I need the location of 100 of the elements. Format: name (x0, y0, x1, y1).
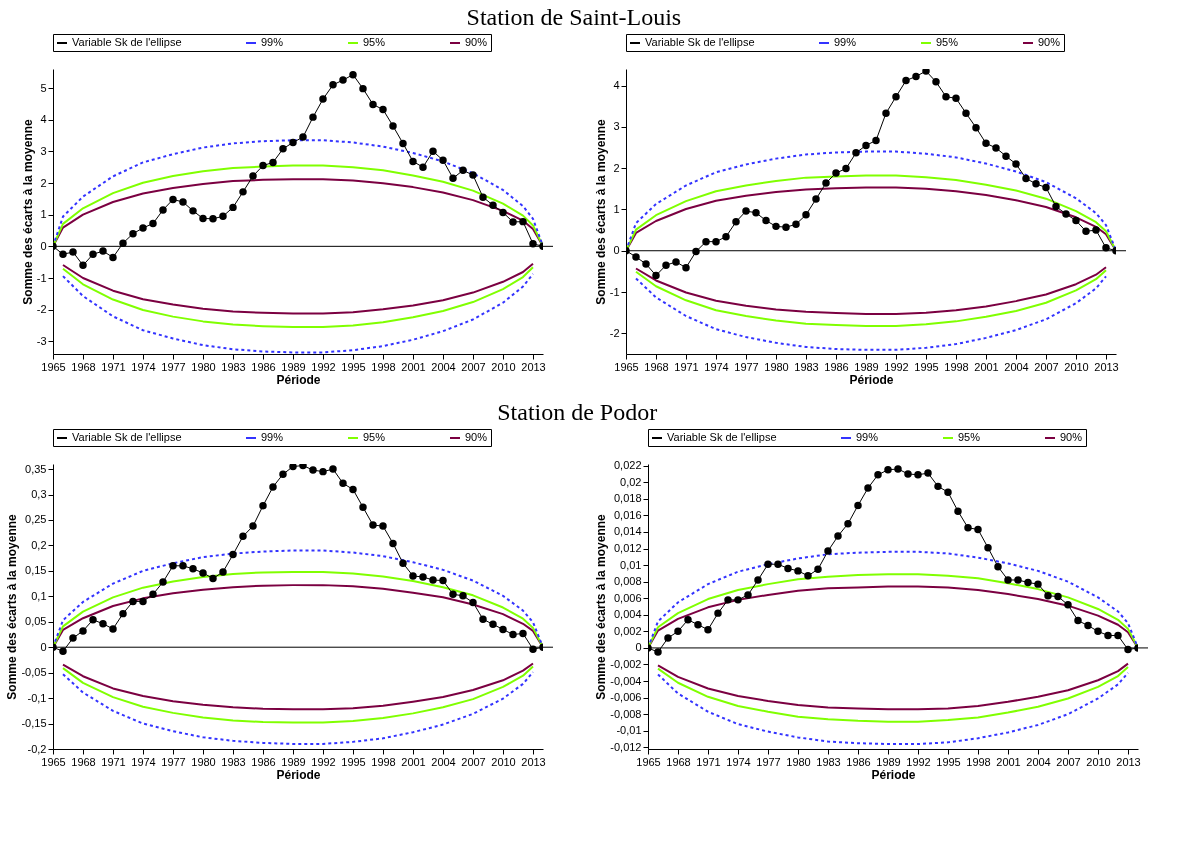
point (1022, 174, 1030, 183)
point (944, 488, 952, 496)
point (69, 634, 77, 642)
legend-label: Variable Sk de l'ellipse (667, 431, 777, 443)
y-tick-label: 5 (40, 81, 47, 94)
legend-label: 99% (261, 36, 284, 48)
point (399, 559, 407, 567)
x-tick-label: 1989 (281, 360, 306, 373)
point (814, 565, 822, 573)
y-tick-label: 2 (40, 176, 47, 189)
point (189, 565, 197, 573)
point (449, 590, 457, 599)
point (664, 634, 672, 642)
point (984, 543, 992, 552)
x-tick-label: 1992 (311, 755, 336, 768)
point (714, 609, 722, 617)
x-tick-label: 1977 (734, 360, 759, 373)
x-axis-title: Période (849, 372, 894, 387)
point (962, 109, 970, 117)
point (209, 574, 217, 583)
point (109, 625, 117, 633)
point (902, 76, 910, 85)
point (682, 263, 690, 272)
point (439, 156, 447, 164)
point (469, 171, 477, 179)
point (169, 195, 177, 204)
y-tick-label: -2 (36, 303, 47, 316)
x-tick-label: 1980 (191, 360, 216, 373)
point (309, 466, 317, 474)
y-tick-label: 0,1 (31, 589, 47, 602)
x-tick-label: 2001 (974, 360, 999, 373)
x-tick-label: 2004 (431, 755, 456, 768)
x-tick-label: 2010 (1086, 755, 1111, 768)
point (129, 597, 137, 606)
point (702, 237, 710, 246)
point (519, 629, 527, 638)
point (469, 598, 477, 607)
point (239, 188, 247, 196)
x-tick-label: 1971 (101, 360, 126, 373)
point (269, 483, 277, 491)
x-tick-label: 1986 (824, 360, 849, 373)
point (722, 232, 730, 241)
point (764, 560, 772, 568)
point (784, 564, 792, 573)
point (772, 222, 780, 231)
x-axis-title: Période (871, 767, 916, 782)
x-tick-label: 1968 (71, 755, 96, 768)
point (299, 133, 307, 141)
point (319, 95, 327, 103)
x-tick-label: 1989 (854, 360, 879, 373)
x-tick-label: 1998 (371, 360, 396, 373)
point (1034, 580, 1042, 588)
point (934, 482, 942, 491)
point (289, 464, 297, 471)
legend-label: 90% (465, 431, 488, 443)
y-tick-label: 0,25 (25, 513, 47, 526)
point (189, 207, 197, 215)
point (489, 620, 497, 629)
point (952, 94, 960, 103)
point (704, 625, 712, 634)
x-tick-label: 1974 (704, 360, 729, 373)
point (1032, 180, 1040, 188)
x-tick-label: 1977 (161, 755, 186, 768)
point (409, 157, 417, 166)
y-tick-label: 0,35 (25, 462, 47, 475)
point (942, 92, 950, 101)
point (964, 524, 972, 532)
x-tick-label: 1995 (936, 755, 961, 768)
point (349, 70, 357, 79)
x-tick-label: 1965 (41, 755, 66, 768)
legend-label: 90% (1038, 36, 1061, 48)
point (419, 573, 427, 581)
point (309, 113, 317, 121)
point (429, 147, 437, 156)
point (119, 239, 127, 247)
point (139, 597, 147, 606)
point (954, 507, 962, 515)
point (904, 470, 912, 478)
y-tick-label: 0,006 (613, 591, 642, 604)
point (459, 166, 467, 175)
line-series (657, 665, 1129, 723)
legend-label: Variable Sk de l'ellipse (72, 36, 182, 48)
point (529, 645, 537, 653)
point (872, 136, 880, 145)
point (359, 84, 367, 93)
point (229, 203, 237, 212)
point (782, 223, 790, 231)
x-tick-label: 1971 (101, 755, 126, 768)
y-tick-label: 0 (40, 640, 47, 653)
x-tick-label: 2007 (461, 755, 486, 768)
point (249, 172, 257, 180)
y-tick-label: 3 (40, 144, 47, 157)
point (119, 609, 127, 618)
point (894, 465, 902, 473)
point (972, 123, 980, 132)
y-tick-label: 0 (635, 641, 642, 654)
point (1002, 152, 1010, 160)
y-tick-label: 0,05 (25, 615, 47, 628)
y-tick-label: -0,012 (610, 740, 642, 753)
point (219, 568, 227, 576)
